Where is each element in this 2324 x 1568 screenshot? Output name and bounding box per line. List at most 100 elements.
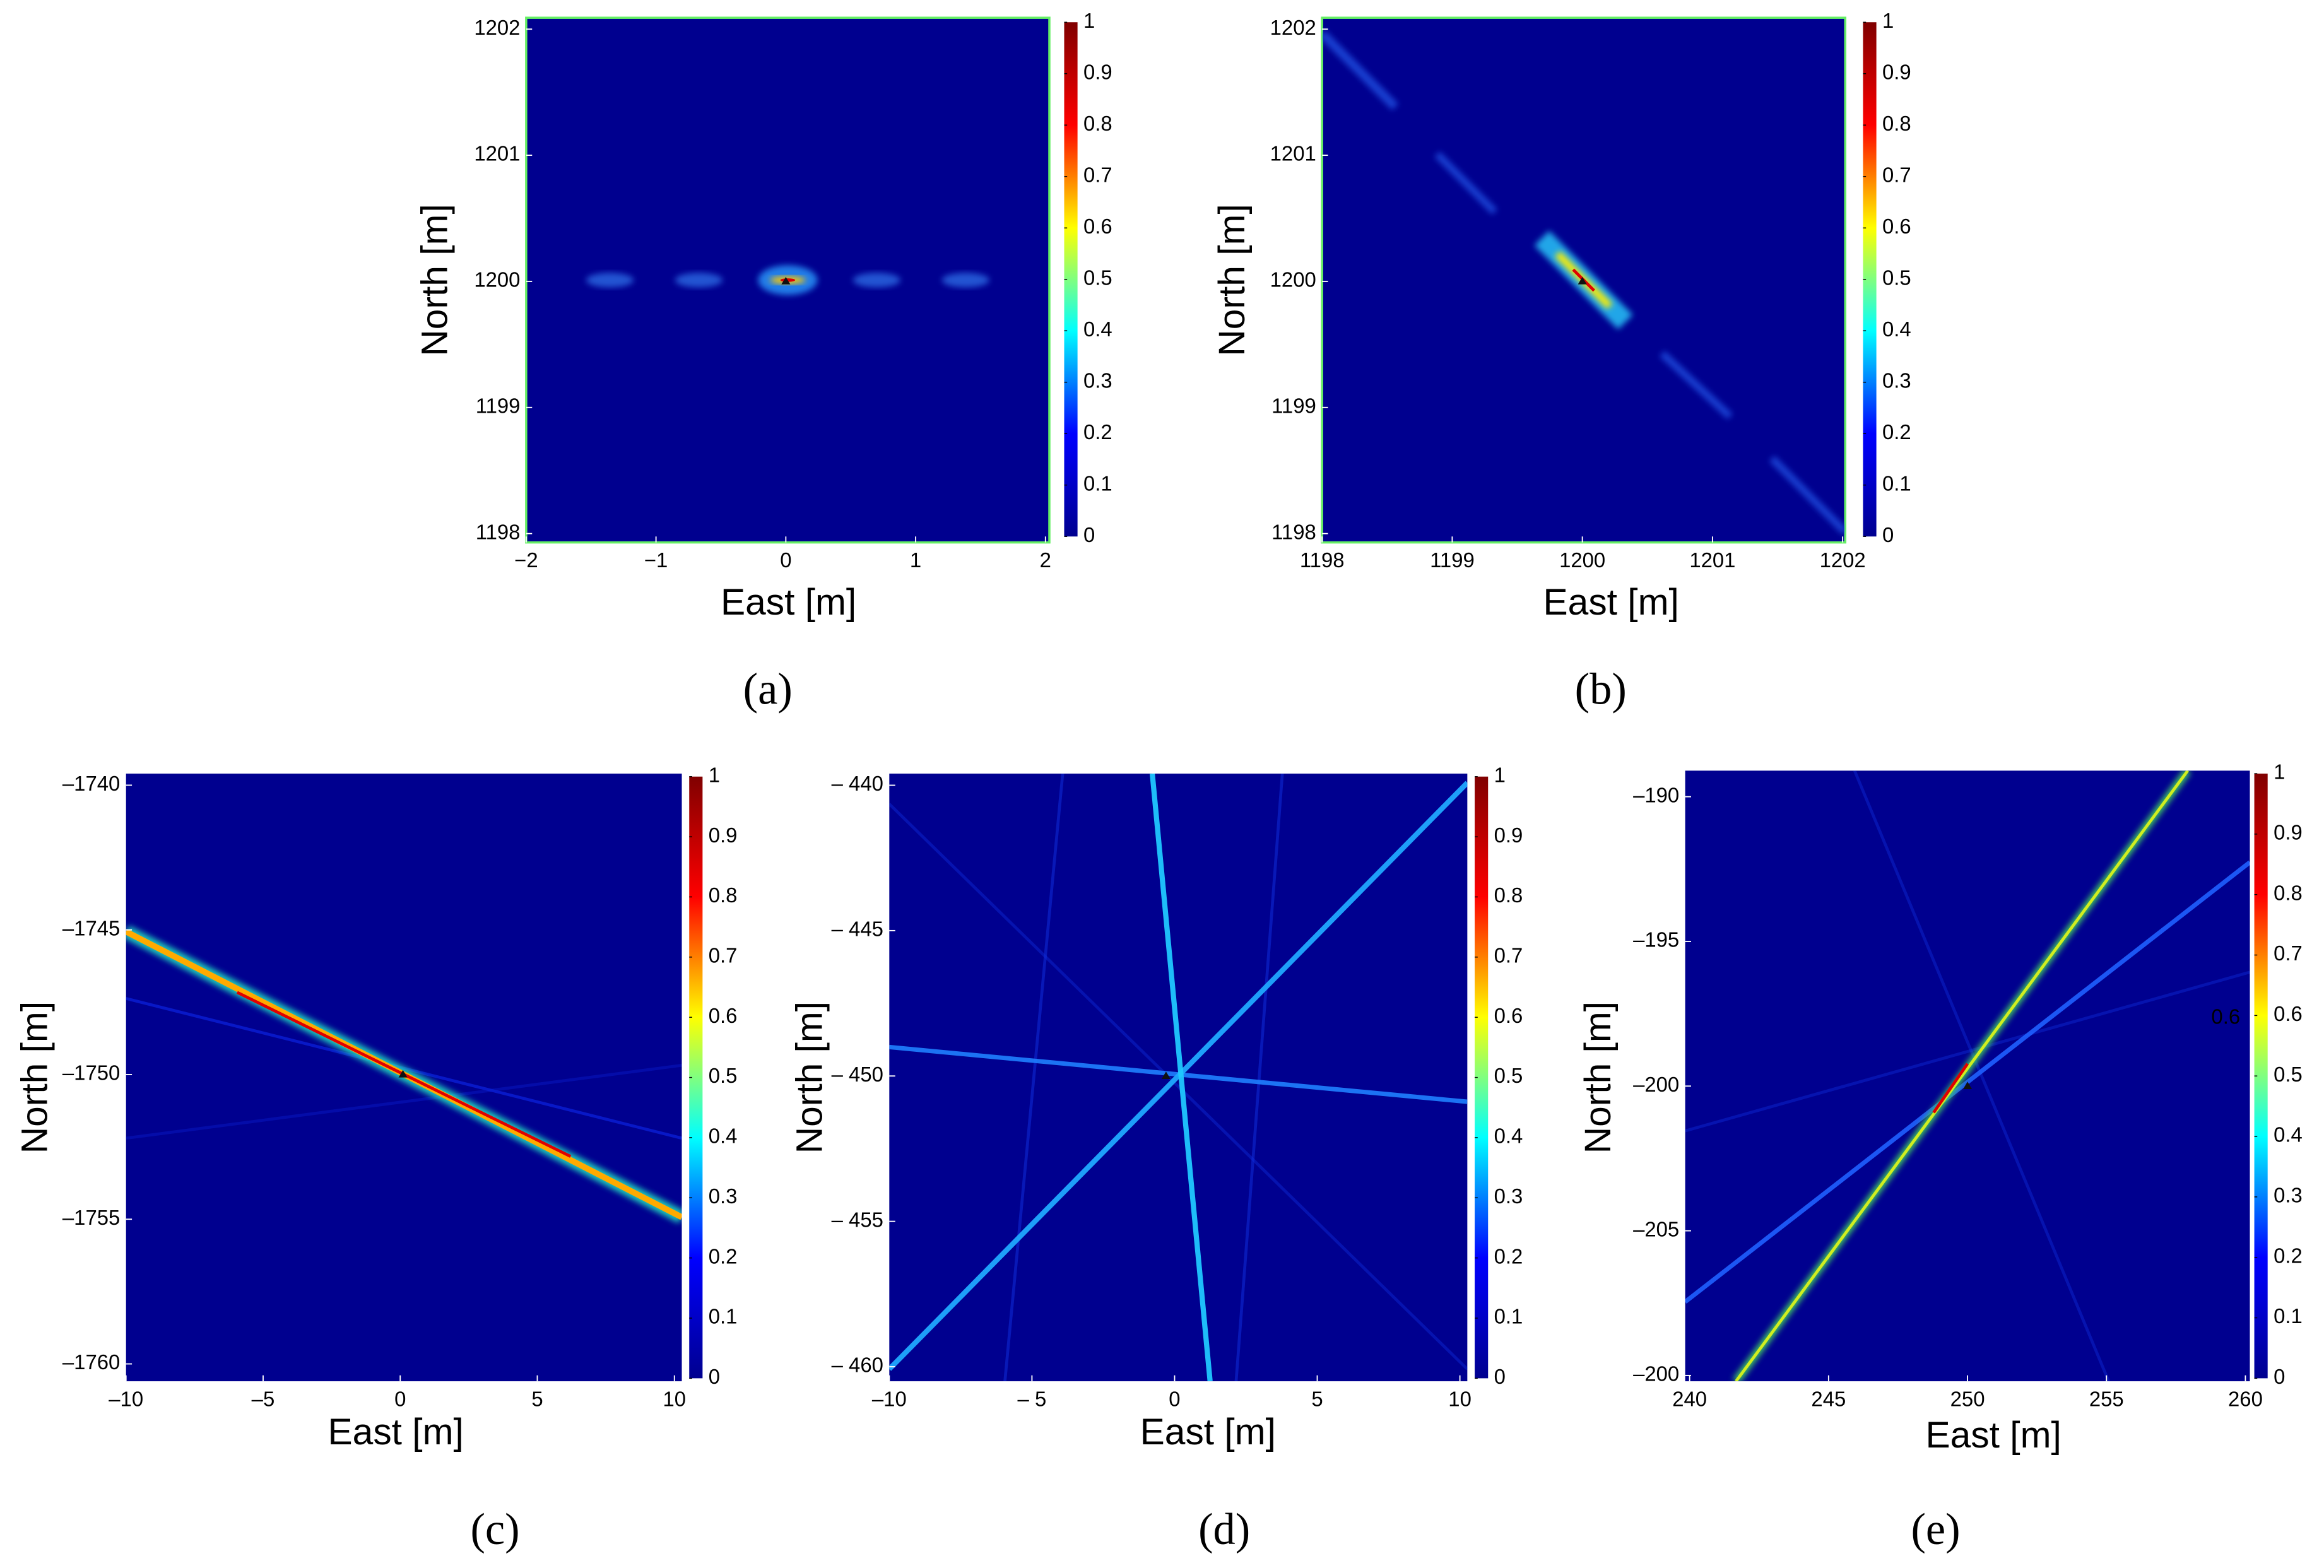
x-tick-label: 250 — [1950, 1387, 1985, 1410]
panel: 240 245 250 255 260 –190 –195 –200 –205 –200 0 0.1 0… — [1578, 760, 2303, 1554]
y-tick-label: –200 — [1633, 1362, 1679, 1386]
pattern — [1685, 770, 2250, 1382]
pattern-line — [1003, 774, 1065, 1382]
peak-marker — [398, 1070, 408, 1078]
pattern-line — [1735, 770, 2189, 1382]
colorbar-tick-label: 0.9 — [1083, 60, 1112, 83]
y-tick-label: 1201 — [474, 142, 520, 165]
x-tick-label: −1 — [644, 548, 668, 572]
panel-label: (a) — [743, 664, 793, 714]
y-tick-label: –200 — [1633, 1073, 1679, 1096]
x-tick-label: −2 — [514, 548, 538, 572]
y-tick-label: 1202 — [1270, 16, 1316, 39]
pattern-line — [1234, 774, 1284, 1382]
x-tick-label: 240 — [1672, 1387, 1707, 1410]
x-tick-label: 245 — [1811, 1387, 1846, 1410]
pattern-line — [126, 1063, 682, 1140]
panel: −2 −1 0 1 2 1198 1199 1200 1201 1202 0 0.1 0.2 0.3 0.4… — [414, 9, 1112, 714]
colorbar-tick-label: 0.7 — [1083, 163, 1112, 186]
peak-marker — [1161, 1071, 1171, 1079]
panel-label: (b) — [1575, 664, 1627, 714]
panel-label: (c) — [470, 1505, 519, 1554]
panel-label: (e) — [1911, 1505, 1960, 1554]
colorbar-tick-label: 0.2 — [709, 1244, 738, 1268]
pattern-line — [1685, 970, 2250, 1133]
colorbar-tick-label: 0.9 — [2274, 821, 2303, 844]
pattern-line — [1322, 30, 1399, 110]
colorbar — [1064, 22, 1078, 537]
colorbar-tick-label: 0.1 — [709, 1305, 738, 1328]
pattern-line — [1932, 1063, 1969, 1114]
x-tick-label: 1202 — [1820, 548, 1866, 572]
plot-background — [1685, 770, 2250, 1382]
colorbar-tick-label: 1 — [2274, 760, 2285, 784]
colorbar-tick-label: 0.2 — [1882, 420, 1911, 444]
x-axis-label: East [m] — [1926, 1415, 2062, 1456]
panel: –10 – 5 0 5 10 – 440 – 445 – 450 – 455 – 460 0 0.1 0… — [789, 763, 1523, 1554]
y-tick-label: 1200 — [474, 268, 520, 292]
x-tick-label: –10 — [872, 1387, 907, 1410]
y-tick-label: 1198 — [1271, 520, 1316, 543]
pattern-blob — [675, 273, 723, 288]
y-tick-label: –195 — [1633, 928, 1679, 952]
x-tick-label: – 5 — [1018, 1387, 1047, 1410]
pattern-line — [1150, 774, 1213, 1382]
peak-marker — [781, 276, 791, 285]
colorbar-tick-label: 0.2 — [1083, 420, 1112, 444]
annotation: 0.6 — [2211, 1005, 2240, 1028]
y-tick-label: – 445 — [832, 917, 883, 941]
colorbar-tick-label: 0.4 — [1494, 1124, 1523, 1148]
y-tick-label: –1750 — [62, 1061, 120, 1085]
colorbar-tick-label: 0 — [709, 1365, 720, 1388]
pattern-line — [1853, 770, 2110, 1382]
colorbar-tick-label: 0.5 — [709, 1064, 738, 1087]
colorbar-tick-label: 0 — [1882, 523, 1894, 546]
x-axis-label: East [m] — [328, 1412, 464, 1453]
x-tick-label: 5 — [531, 1387, 543, 1410]
colorbar-tick-label: 0.6 — [1882, 215, 1911, 238]
y-tick-label: –1755 — [62, 1206, 120, 1229]
pattern-line — [889, 781, 1468, 1371]
colorbar-tick-label: 0.6 — [709, 1004, 738, 1027]
colorbar-tick-label: 0.7 — [1882, 163, 1911, 186]
colorbar-tick-label: 0.8 — [1494, 883, 1523, 907]
x-tick-label: –10 — [109, 1387, 143, 1410]
y-axis-label: North [m] — [1578, 1001, 1619, 1153]
x-axis-label: East [m] — [1140, 1412, 1276, 1453]
x-axis-label: East [m] — [721, 582, 856, 623]
y-tick-label: –1760 — [62, 1350, 120, 1374]
y-axis-label: North [m] — [1212, 204, 1253, 356]
colorbar-tick-label: 0.7 — [1494, 944, 1523, 967]
colorbar-tick-label: 0.5 — [1494, 1064, 1523, 1087]
y-tick-label: – 460 — [832, 1353, 883, 1377]
colorbar-tick-label: 0.5 — [1882, 266, 1911, 289]
x-tick-label: 255 — [2089, 1387, 2124, 1410]
colorbar-tick-label: 0.7 — [709, 944, 738, 967]
colorbar-tick-label: 0.8 — [1882, 112, 1911, 135]
x-tick-label: 10 — [1448, 1387, 1472, 1410]
pattern-blob — [852, 273, 900, 288]
colorbar-tick-label: 0.8 — [709, 883, 738, 907]
colorbar-tick-label: 0.1 — [1494, 1305, 1523, 1328]
colorbar-tick-label: 0.4 — [1083, 317, 1112, 341]
x-tick-label: 260 — [2228, 1387, 2263, 1410]
colorbar-tick-label: 0.2 — [2274, 1244, 2303, 1267]
x-tick-label: 1198 — [1300, 548, 1345, 572]
pattern-line — [889, 803, 1468, 1371]
y-tick-label: –1740 — [62, 772, 120, 795]
colorbar-tick-label: 0.3 — [1882, 368, 1911, 392]
x-tick-label: 0 — [780, 548, 791, 572]
y-tick-label: 1199 — [1271, 394, 1316, 417]
y-tick-label: 1199 — [476, 394, 521, 417]
colorbar-tick-label: 0.6 — [1494, 1004, 1523, 1027]
colorbar-tick-label: 0.3 — [709, 1184, 738, 1208]
colorbar-tick-label: 0.9 — [1494, 823, 1523, 847]
y-axis-label: North [m] — [414, 204, 455, 356]
pattern-blob — [941, 273, 989, 288]
colorbar-tick-label: 0 — [1083, 523, 1095, 546]
colorbar-tick-label: 0.6 — [1083, 215, 1112, 238]
pattern-line — [1769, 456, 1846, 535]
x-tick-label: 0 — [1169, 1387, 1180, 1410]
